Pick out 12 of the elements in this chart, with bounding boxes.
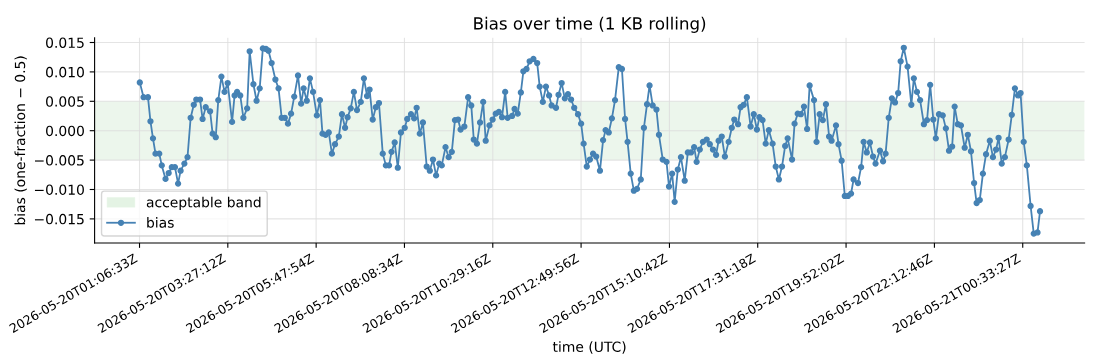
y-tick-label: 0.015: [46, 37, 84, 48]
y-tick-label: 0.005: [46, 96, 84, 107]
y-tick-label: −0.015: [34, 213, 84, 225]
y-axis-title: bias (one-fraction − 0.5): [14, 56, 27, 225]
y-tick-label: 0.010: [46, 66, 84, 78]
legend-label: acceptable band: [146, 196, 261, 211]
y-tick-label: −0.010: [34, 184, 84, 195]
legend-label: bias: [147, 217, 174, 228]
y-tick-label: −0.005: [34, 155, 84, 166]
x-axis-title: time (UTC): [552, 341, 626, 354]
y-tick-label: 0.000: [46, 125, 84, 137]
chart-title: Bias over time (1 KB rolling): [474, 16, 706, 33]
